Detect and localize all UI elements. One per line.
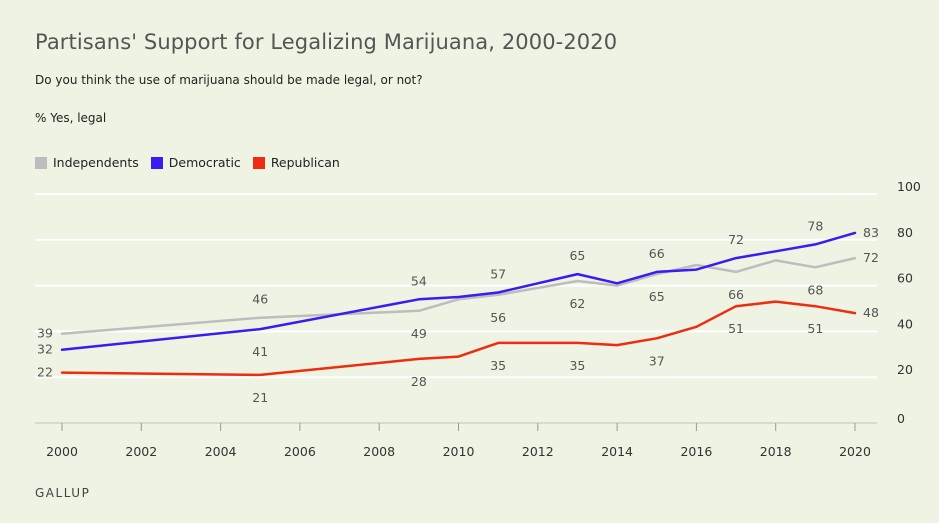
series-line-democratic[interactable] xyxy=(60,231,857,351)
x-tick-label-2000: 2000 xyxy=(46,444,78,459)
data-label-democratic-2017: 72 xyxy=(728,232,744,247)
data-label-independents-2011: 56 xyxy=(490,310,506,325)
x-tick-label-2004: 2004 xyxy=(205,444,237,459)
x-tick-label-2002: 2002 xyxy=(125,444,157,459)
data-label-independents-2005: 46 xyxy=(252,292,268,307)
data-label-democratic-2015: 66 xyxy=(649,246,665,261)
x-tick-label-2010: 2010 xyxy=(443,444,475,459)
y-tick-label-100: 100 xyxy=(897,179,921,194)
data-label-republican-2005: 21 xyxy=(252,390,268,405)
data-label-republican-2000: 22 xyxy=(37,365,53,380)
legend-label-republican: Republican xyxy=(270,155,340,170)
legend-label-independents: Independents xyxy=(53,155,139,170)
data-label-republican-2020: 48 xyxy=(863,305,879,320)
data-label-republican-2015: 37 xyxy=(649,353,665,368)
legend-item-republican[interactable]: Republican xyxy=(252,155,340,170)
legend-swatch-democratic xyxy=(150,156,163,169)
source-credit: GALLUP xyxy=(35,486,91,500)
x-tick-label-2018: 2018 xyxy=(760,444,792,459)
data-label-democratic-2013: 65 xyxy=(569,248,585,263)
data-label-republican-2017: 51 xyxy=(728,321,744,336)
data-label-independents-2009: 49 xyxy=(411,326,427,341)
legend-swatch-independents xyxy=(35,156,47,169)
legend-item-independents[interactable]: Independents xyxy=(35,155,139,170)
data-label-independents-2013: 62 xyxy=(569,296,585,311)
series-lines xyxy=(60,231,857,377)
y-axis-label: % Yes, legal xyxy=(35,111,107,125)
y-tick-label-80: 80 xyxy=(897,225,913,240)
legend: Independents Democratic Republican xyxy=(35,155,352,170)
x-tick-label-2014: 2014 xyxy=(601,444,633,459)
chart-title: Partisans' Support for Legalizing Mariju… xyxy=(35,30,618,54)
y-tick-label-60: 60 xyxy=(897,271,913,286)
data-labels: 39 46 49 56 62 65 66 68 72 32 41 54 57 65 66 72 78 83 22 21… xyxy=(37,218,879,405)
x-tick-label-2012: 2012 xyxy=(522,444,554,459)
series-line-independents[interactable] xyxy=(60,256,857,335)
grid-lines xyxy=(35,193,877,424)
data-label-independents-2000: 39 xyxy=(37,326,53,341)
data-label-democratic-2019: 78 xyxy=(807,218,823,233)
data-label-democratic-2005: 41 xyxy=(252,344,268,359)
x-tick-label-2016: 2016 xyxy=(680,444,712,459)
data-label-republican-2009: 28 xyxy=(411,374,427,389)
y-tick-label-0: 0 xyxy=(897,411,905,426)
y-axis-ticks: 0 20 40 60 80 100 xyxy=(897,179,921,426)
data-label-republican-2013: 35 xyxy=(569,358,585,373)
data-label-democratic-2011: 57 xyxy=(490,266,506,281)
x-tick-label-2008: 2008 xyxy=(363,444,395,459)
data-label-democratic-2009: 54 xyxy=(411,273,427,288)
data-label-republican-2019: 51 xyxy=(807,321,823,336)
data-label-democratic-2020: 83 xyxy=(863,225,879,240)
x-axis: 2000 2002 2004 2006 2008 2010 2012 2014 2016 2018… xyxy=(46,423,871,459)
y-tick-label-40: 40 xyxy=(897,316,913,331)
series-line-republican[interactable] xyxy=(60,300,857,377)
y-tick-label-20: 20 xyxy=(897,362,913,377)
data-label-independents-2017: 66 xyxy=(728,287,744,302)
legend-label-democratic: Democratic xyxy=(168,155,241,170)
data-label-independents-2019: 68 xyxy=(807,282,823,297)
legend-swatch-republican xyxy=(252,156,265,169)
data-label-independents-2020: 72 xyxy=(863,250,879,265)
x-tick-label-2020: 2020 xyxy=(839,444,871,459)
chart-subtitle: Do you think the use of marijuana should… xyxy=(35,73,423,87)
data-label-democratic-2000: 32 xyxy=(37,342,53,357)
data-label-republican-2011: 35 xyxy=(490,358,506,373)
x-tick-label-2006: 2006 xyxy=(284,444,316,459)
legend-item-democratic[interactable]: Democratic xyxy=(150,155,241,170)
data-label-independents-2015: 65 xyxy=(649,289,665,304)
